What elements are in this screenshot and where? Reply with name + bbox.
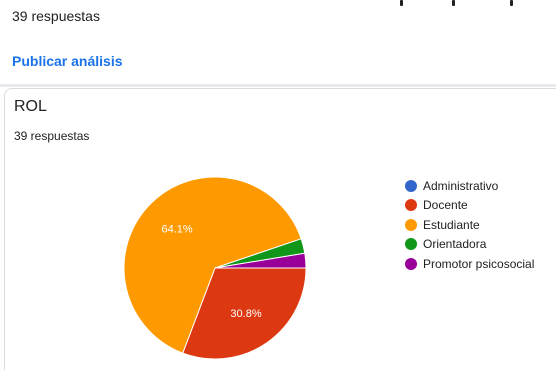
pie-data-label: 64.1% xyxy=(161,224,192,236)
legend-swatch xyxy=(405,238,417,251)
question-card-rol: ROL 39 respuestas 30.8% 64.1% Administrat… xyxy=(4,88,556,370)
pie-slice-promotor-psicosocial[interactable] xyxy=(214,252,307,269)
legend-item[interactable]: Orientadora xyxy=(405,235,534,255)
question-title: ROL xyxy=(14,98,47,115)
legend-label: Promotor psicosocial xyxy=(423,256,535,271)
legend-label: Administrativo xyxy=(423,178,499,193)
legend-swatch xyxy=(405,199,417,212)
legend-item[interactable]: Docente xyxy=(405,196,534,216)
pie-slice-estudiante[interactable] xyxy=(123,176,302,354)
legend-label: Estudiante xyxy=(423,217,480,232)
pie-data-label: 30.8% xyxy=(230,308,261,320)
pie-chart: 30.8% 64.1% xyxy=(123,176,307,360)
legend-item[interactable]: Promotor psicosocial xyxy=(405,254,534,274)
response-count: 39 respuestas xyxy=(14,129,90,143)
legend-label: Orientadora xyxy=(423,237,487,252)
response-count: 39 respuestas xyxy=(12,8,100,24)
cropped-text-fragment xyxy=(400,0,520,8)
card-divider xyxy=(0,84,556,87)
legend-swatch xyxy=(405,257,417,270)
legend-label: Docente xyxy=(423,198,468,213)
pie-slice-docente[interactable] xyxy=(182,267,307,360)
legend-item[interactable]: Estudiante xyxy=(405,215,534,235)
legend-swatch xyxy=(405,218,417,231)
publish-analysis-link[interactable]: Publicar análisis xyxy=(12,53,123,69)
legend-swatch xyxy=(405,179,417,192)
chart-legend: Administrativo Docente Estudiante Orientado… xyxy=(405,176,534,274)
previous-question-card: 39 respuestas Publicar análisis xyxy=(0,0,556,84)
legend-item[interactable]: Administrativo xyxy=(405,176,534,196)
